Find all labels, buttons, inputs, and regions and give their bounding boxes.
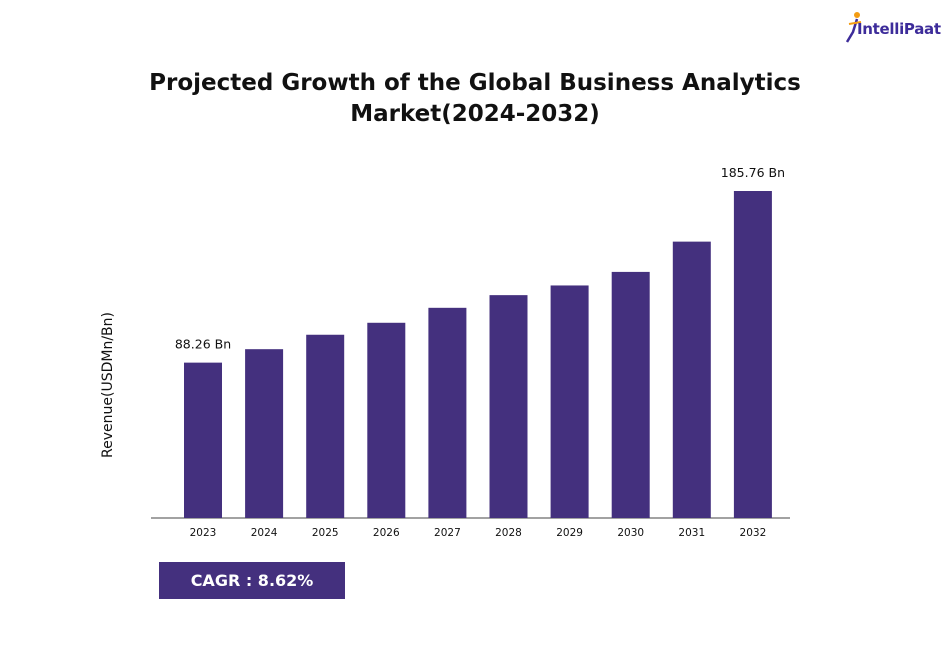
bar-2030 [611, 271, 650, 518]
intellipaat-logo: IntelliPaat [843, 8, 943, 48]
x-tick-label: 2030 [617, 527, 644, 539]
data-label: 88.26 Bn [175, 337, 231, 352]
bar-2031 [672, 241, 711, 518]
x-tick-label: 2026 [373, 527, 400, 539]
chart-title: Projected Growth of the Global Business … [149, 70, 801, 127]
bar-2024 [245, 349, 284, 518]
cagr-badge: CAGR : 8.62% [159, 562, 345, 599]
bar-2032 [733, 191, 772, 518]
bar-2026 [367, 322, 406, 518]
bar-2029 [550, 285, 589, 518]
logo-figure-icon [845, 12, 862, 43]
x-tick-label: 2028 [495, 527, 522, 539]
bar-2025 [306, 334, 345, 518]
x-tick-label: 2023 [190, 527, 217, 539]
x-tick-label: 2025 [312, 527, 339, 539]
bar-2028 [489, 295, 528, 518]
data-label: 185.76 Bn [721, 165, 785, 180]
x-tick-label: 2024 [251, 527, 278, 539]
bar-2023 [184, 362, 222, 518]
x-tick-label: 2031 [678, 527, 705, 539]
x-tick-label: 2027 [434, 527, 461, 539]
bar-2027 [428, 307, 467, 518]
x-tick-label: 2032 [740, 527, 767, 539]
x-tick-label: 2029 [556, 527, 583, 539]
logo-text: IntelliPaat [857, 20, 941, 38]
